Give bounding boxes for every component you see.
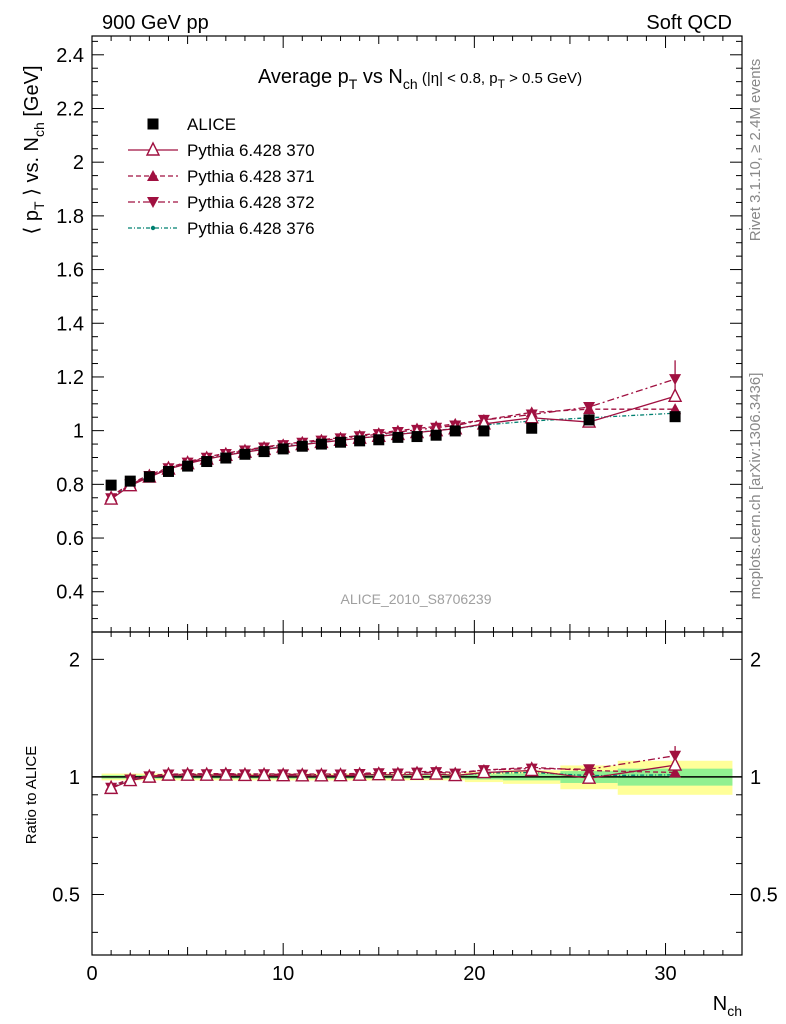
ratio-series-layer bbox=[103, 746, 683, 795]
main-series-layer bbox=[103, 360, 683, 505]
legend-label-pythia-6-428-371: Pythia 6.428 371 bbox=[187, 167, 315, 186]
legend-label-alice: ALICE bbox=[187, 115, 236, 134]
legend-label-pythia-6-428-370: Pythia 6.428 370 bbox=[187, 141, 315, 160]
point-alice bbox=[201, 456, 213, 468]
point-alice bbox=[335, 436, 347, 448]
point-pythia-6-428-370 bbox=[667, 387, 683, 402]
ratio-point-pythia-6-428-370 bbox=[142, 768, 157, 783]
ratio-point-pythia-6-428-370 bbox=[161, 766, 176, 781]
point-alice bbox=[315, 438, 327, 450]
point-alice bbox=[277, 443, 289, 455]
y-tick-label: 2.2 bbox=[56, 98, 84, 120]
main-ylabel: ⟨ pT ⟩ vs. Nch [GeV] bbox=[21, 65, 47, 234]
point-alice bbox=[478, 425, 490, 437]
ratio-y-tick-label: 0.5 bbox=[750, 885, 778, 907]
legend-marker-pythia-6-428-372 bbox=[147, 197, 159, 208]
point-alice bbox=[182, 460, 194, 472]
ratio-point-pythia-6-428-370 bbox=[409, 765, 425, 781]
ratio-point-pythia-6-428-370 bbox=[276, 767, 291, 782]
header-right: Soft QCD bbox=[646, 12, 732, 34]
ratio-point-pythia-6-428-370 bbox=[218, 766, 233, 781]
y-tick-label: 1.2 bbox=[56, 367, 84, 389]
legend: ALICE Pythia 6.428 370 Pythia 6.428 371 Pyt… bbox=[128, 115, 315, 238]
point-alice bbox=[258, 446, 270, 458]
point-alice bbox=[449, 425, 461, 437]
ratio-point-pythia-6-428-370 bbox=[103, 779, 119, 795]
y-tick-label: 1.4 bbox=[56, 313, 84, 335]
ratio-point-pythia-6-428-371 bbox=[669, 766, 682, 778]
ratio-point-pythia-6-428-370 bbox=[333, 767, 348, 782]
ratio-point-pythia-6-428-370 bbox=[371, 766, 386, 781]
legend-marker-pythia-6-428-376 bbox=[150, 225, 156, 231]
analysis-watermark: ALICE_2010_S8706239 bbox=[340, 591, 491, 607]
point-pythia-6-428-372 bbox=[583, 402, 596, 414]
ratio-point-pythia-6-428-372 bbox=[669, 750, 682, 762]
legend-label-pythia-6-428-372: Pythia 6.428 372 bbox=[187, 193, 315, 212]
ratio-y-tick-label: 1 bbox=[69, 767, 80, 789]
ratio-point-pythia-6-428-370 bbox=[256, 766, 272, 782]
x-tick-label: 0 bbox=[86, 963, 97, 985]
ratio-point-pythia-6-428-370 bbox=[295, 767, 310, 782]
ratio-point-pythia-6-428-370 bbox=[237, 766, 253, 782]
y-tick-label: 0.4 bbox=[56, 582, 84, 604]
point-alice bbox=[430, 429, 442, 441]
point-alice bbox=[669, 411, 681, 423]
legend-marker-alice bbox=[147, 118, 159, 130]
point-alice bbox=[105, 479, 117, 491]
legend-marker-pythia-6-428-370 bbox=[145, 141, 161, 156]
ratio-point-pythia-6-428-370 bbox=[352, 766, 367, 781]
ratio-point-pythia-6-428-370 bbox=[476, 764, 492, 779]
x-tick-label: 10 bbox=[272, 963, 294, 985]
x-axis-label: Nch bbox=[713, 993, 742, 1019]
point-alice bbox=[124, 475, 136, 487]
x-tick-label: 30 bbox=[654, 963, 676, 985]
legend-label-pythia-6-428-376: Pythia 6.428 376 bbox=[187, 219, 315, 238]
y-tick-label: 2 bbox=[73, 152, 84, 174]
point-alice bbox=[162, 465, 174, 477]
main-title: Average pT vs Nch (|η| < 0.8, pT > 0.5 G… bbox=[258, 66, 582, 92]
point-alice bbox=[220, 452, 232, 464]
y-tick-label: 1 bbox=[73, 421, 84, 443]
point-alice bbox=[411, 431, 423, 443]
x-tick-label: 20 bbox=[463, 963, 485, 985]
ratio-point-pythia-6-428-370 bbox=[390, 766, 406, 781]
rivet-label: Rivet 3.1.10, ≥ 2.4M events bbox=[747, 59, 764, 242]
ratio-point-pythia-6-428-370 bbox=[123, 771, 138, 787]
point-alice bbox=[296, 440, 308, 452]
ratio-y-tick-label: 0.5 bbox=[52, 885, 80, 907]
main-axes: 0.4 0.6 0.8 1 1.2 1.4 1.6 1.8 2 2.2 2.4 bbox=[56, 35, 743, 633]
header-left: 900 GeV pp bbox=[102, 12, 209, 34]
ratio-point-pythia-6-428-370 bbox=[524, 761, 539, 777]
point-alice bbox=[526, 422, 538, 434]
ratio-y-tick-label: 2 bbox=[750, 649, 761, 671]
ratio-point-pythia-6-428-370 bbox=[667, 756, 683, 771]
ratio-point-pythia-6-428-370 bbox=[314, 767, 329, 782]
point-alice bbox=[583, 414, 595, 426]
point-pythia-6-428-370 bbox=[103, 490, 119, 505]
ratio-point-pythia-6-428-370 bbox=[180, 766, 195, 781]
ratio-point-pythia-6-428-370 bbox=[581, 769, 597, 784]
y-tick-label: 2.4 bbox=[56, 45, 84, 67]
ratio-point-pythia-6-428-370 bbox=[448, 767, 463, 782]
point-alice bbox=[239, 448, 251, 460]
point-alice bbox=[392, 431, 404, 443]
y-tick-label: 1.8 bbox=[56, 206, 84, 228]
legend-marker-pythia-6-428-371 bbox=[147, 170, 159, 181]
ratio-point-pythia-6-428-370 bbox=[199, 766, 214, 781]
ratio-ylabel: Ratio to ALICE bbox=[23, 746, 40, 844]
ratio-point-pythia-6-428-370 bbox=[428, 765, 444, 780]
ratio-y-tick-label: 2 bbox=[69, 649, 80, 671]
y-tick-label: 0.8 bbox=[56, 474, 84, 496]
y-tick-label: 0.6 bbox=[56, 528, 84, 550]
ratio-y-tick-label: 1 bbox=[750, 767, 761, 789]
mcplots-label: mcplots.cern.ch [arXiv:1306.3436] bbox=[747, 373, 764, 600]
y-tick-label: 1.6 bbox=[56, 260, 84, 282]
point-pythia-6-428-372 bbox=[669, 374, 682, 386]
point-alice bbox=[373, 434, 385, 446]
point-alice bbox=[143, 471, 155, 483]
ratio-axes: 0 10 20 30 0.5 0.5 1 1 2 2 bbox=[52, 631, 778, 985]
point-alice bbox=[354, 435, 366, 447]
